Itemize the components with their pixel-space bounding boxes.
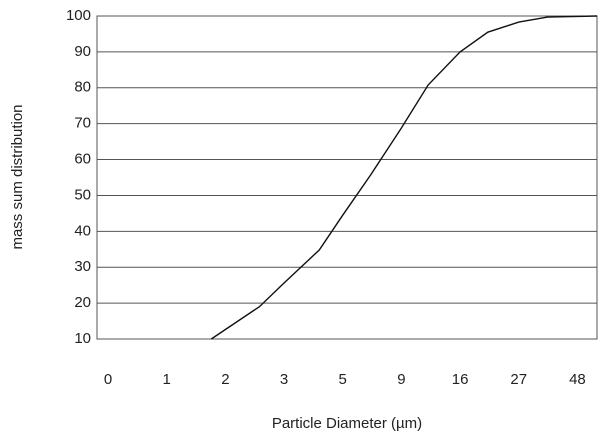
y-tick-label: 40 [74,222,91,239]
x-tick-label: 1 [163,371,171,388]
x-tick-label: 2 [221,371,229,388]
y-tick-label: 10 [74,330,91,347]
x-tick-label: 3 [280,371,288,388]
y-axis-title: mass sum distribution [9,104,26,249]
x-tick-label: 0 [104,371,112,388]
y-tick-label: 80 [74,79,91,96]
y-tick-label: 100 [66,7,91,24]
y-tick-label: 30 [74,258,91,275]
y-tick-label: 90 [74,43,91,60]
y-tick-label: 20 [74,294,91,311]
y-tick-label: 60 [74,151,91,168]
x-tick-label: 48 [569,371,586,388]
y-tick-label: 70 [74,115,91,132]
data-line [210,15,598,340]
x-axis-title: Particle Diameter (µm) [272,415,422,432]
plot-frame [96,15,598,340]
y-tick-label: 50 [74,186,91,203]
x-tick-label: 5 [339,371,347,388]
x-tick-label: 16 [452,371,469,388]
x-tick-label: 27 [510,371,527,388]
x-tick-label: 9 [397,371,405,388]
